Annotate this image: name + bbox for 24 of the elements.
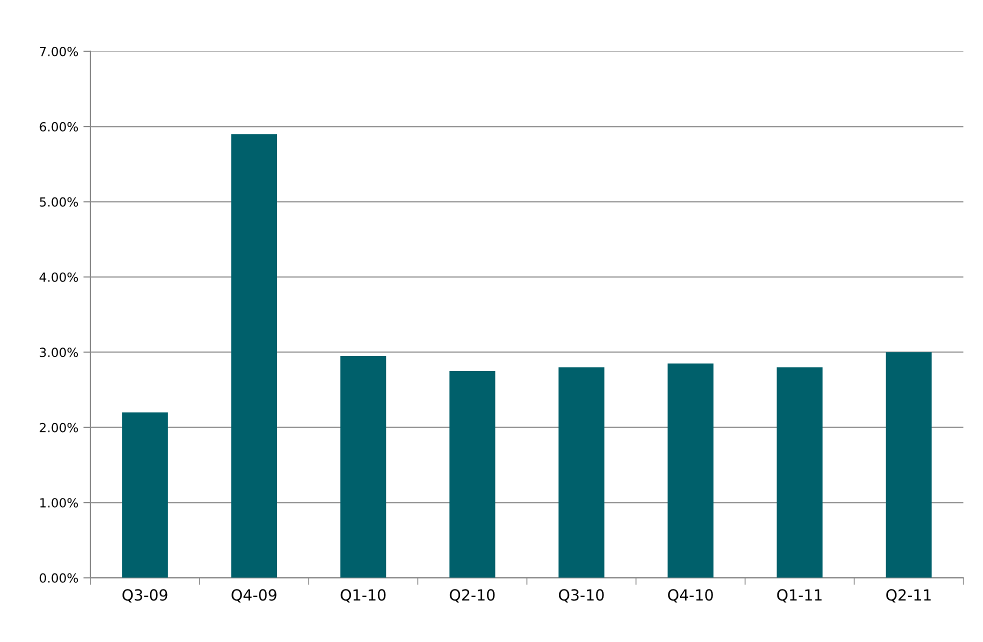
x-tick-label: Q2-10: [450, 589, 495, 602]
x-tick-label: Q2-11: [886, 589, 931, 602]
y-tick-label: 6.00%: [40, 122, 78, 132]
y-tick-label: 3.00%: [40, 348, 78, 358]
bar: [340, 356, 386, 578]
x-tick-label: Q1-10: [340, 589, 386, 602]
x-tick-label: Q3-10: [558, 589, 604, 602]
bar: [231, 134, 278, 578]
y-tick-label: 7.00%: [40, 46, 78, 56]
y-tick-label: 2.00%: [40, 422, 78, 432]
bar: [558, 367, 604, 578]
bar: [776, 367, 823, 578]
x-tick-label: Q1-11: [777, 589, 822, 602]
y-tick-label: 5.00%: [40, 197, 78, 207]
bar: [668, 363, 714, 578]
y-tick-label: 0.00%: [40, 573, 78, 583]
bar: [449, 370, 496, 578]
bar: [122, 412, 168, 578]
x-tick-label: Q3-09: [122, 589, 168, 602]
y-tick-label: 1.00%: [40, 498, 78, 508]
bar: [886, 352, 932, 578]
x-tick-label: Q4-10: [668, 589, 713, 602]
x-tick-label: Q4-09: [232, 589, 276, 602]
y-tick-label: 4.00%: [40, 272, 78, 282]
